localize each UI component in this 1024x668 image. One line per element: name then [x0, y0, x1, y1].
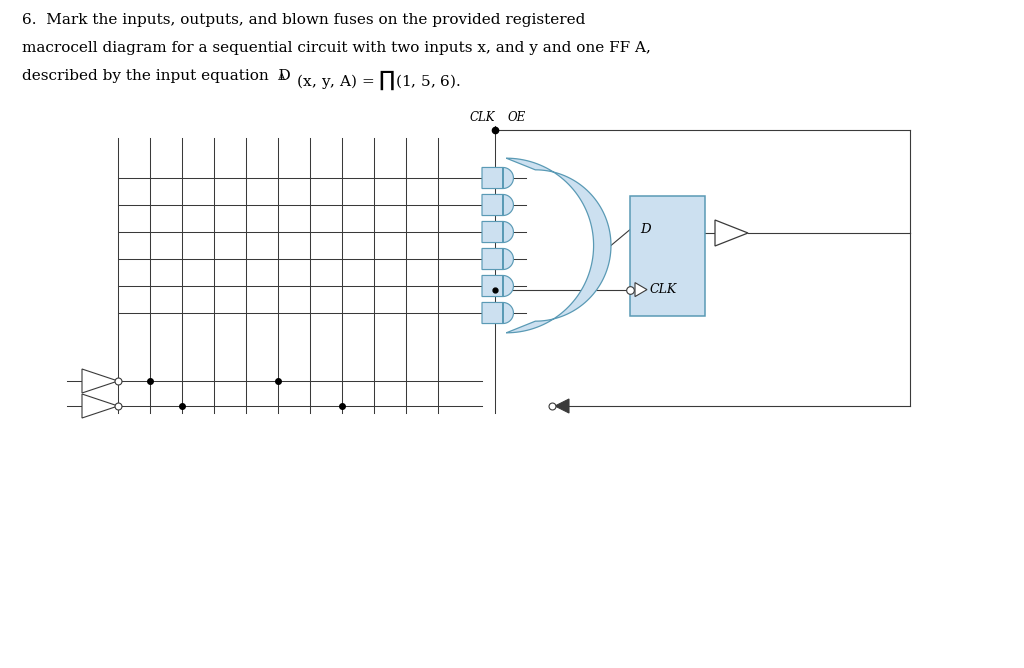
Polygon shape: [506, 158, 611, 333]
Text: described by the input equation  D: described by the input equation D: [22, 69, 291, 83]
Polygon shape: [635, 283, 647, 297]
Polygon shape: [82, 369, 118, 393]
Polygon shape: [82, 394, 118, 418]
Text: (x, y, A) = $\prod$(1, 5, 6).: (x, y, A) = $\prod$(1, 5, 6).: [292, 69, 461, 92]
FancyBboxPatch shape: [630, 196, 705, 316]
Polygon shape: [482, 303, 513, 323]
Text: OE: OE: [508, 111, 526, 124]
Text: D: D: [640, 223, 650, 236]
Polygon shape: [482, 194, 513, 216]
Text: A: A: [278, 73, 285, 81]
Polygon shape: [482, 275, 513, 297]
Text: CLK: CLK: [469, 111, 495, 124]
Polygon shape: [482, 248, 513, 269]
Text: CLK: CLK: [650, 283, 677, 296]
Polygon shape: [555, 399, 569, 413]
Text: 6.  Mark the inputs, outputs, and blown fuses on the provided registered: 6. Mark the inputs, outputs, and blown f…: [22, 13, 586, 27]
Polygon shape: [482, 222, 513, 242]
Polygon shape: [482, 168, 513, 188]
Polygon shape: [715, 220, 748, 246]
Text: macrocell diagram for a sequential circuit with two inputs x, and y and one FF A: macrocell diagram for a sequential circu…: [22, 41, 651, 55]
